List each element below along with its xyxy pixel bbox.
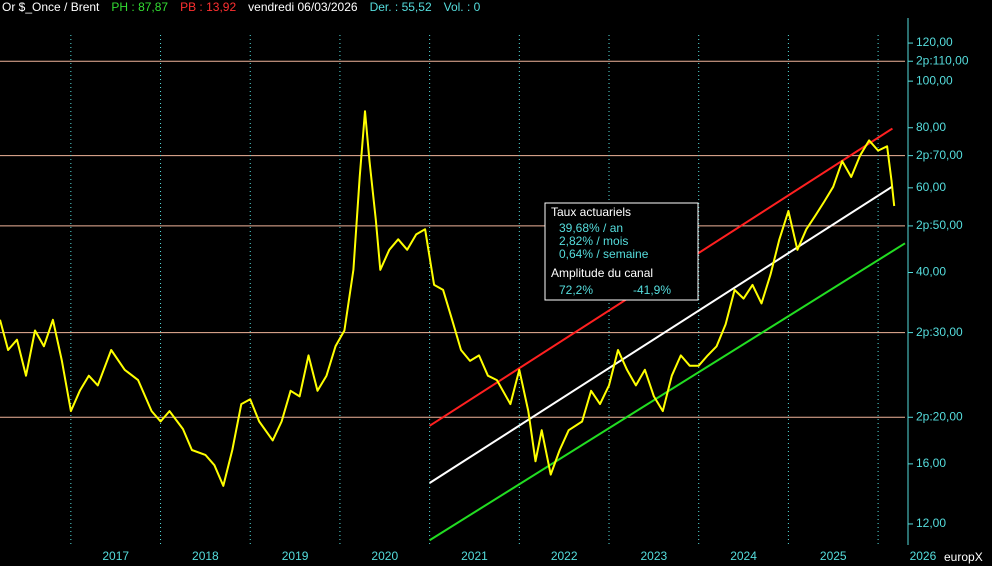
- info-amplitude: -41,9%: [633, 283, 671, 297]
- x-tick-label: 2023: [641, 549, 668, 563]
- price-line: [0, 110, 896, 487]
- y-tick-label: 60,00: [916, 180, 946, 194]
- header-item: Vol. : 0: [444, 0, 481, 14]
- header-item: Or $_Once / Brent: [2, 0, 100, 14]
- y-tick-label: 2p:50,00: [916, 218, 963, 232]
- x-tick-label: 2025: [820, 549, 847, 563]
- header-item: PB : 13,92: [180, 0, 236, 14]
- info-rate: 0,64% / semaine: [559, 247, 649, 261]
- y-tick-label: 100,00: [916, 73, 953, 87]
- channel-line: [429, 185, 893, 484]
- x-tick-label: 2021: [461, 549, 488, 563]
- info-title: Taux actuariels: [551, 205, 631, 219]
- x-tick-label: 2017: [102, 549, 129, 563]
- x-tick-label: 2024: [730, 549, 757, 563]
- info-amplitude: 72,2%: [559, 283, 593, 297]
- info-rate: 39,68% / an: [559, 221, 623, 235]
- x-tick-label: 2020: [371, 549, 398, 563]
- x-tick-label: 2019: [282, 549, 309, 563]
- header-item: PH : 87,87: [111, 0, 168, 14]
- y-tick-label: 120,00: [916, 35, 953, 49]
- y-tick-label: 80,00: [916, 120, 946, 134]
- y-tick-label: 12,00: [916, 516, 946, 530]
- y-tick-label: 2p:70,00: [916, 148, 963, 162]
- x-tick-label: 2026: [910, 549, 937, 563]
- y-tick-label: 40,00: [916, 265, 946, 279]
- y-tick-label: 16,00: [916, 456, 946, 470]
- header-item: vendredi 06/03/2026: [248, 0, 358, 14]
- x-tick-label: 2018: [192, 549, 219, 563]
- info-amplitude-title: Amplitude du canal: [551, 266, 653, 280]
- info-box: [544, 202, 699, 301]
- brand: europX: [944, 550, 983, 564]
- header-item: Der. : 55,52: [370, 0, 432, 14]
- x-tick-label: 2022: [551, 549, 578, 563]
- y-tick-label: 2p:110,00: [916, 53, 969, 67]
- y-tick-label: 2p:30,00: [916, 325, 963, 339]
- info-rate: 2,82% / mois: [559, 234, 628, 248]
- y-tick-label: 2p:20,00: [916, 409, 963, 423]
